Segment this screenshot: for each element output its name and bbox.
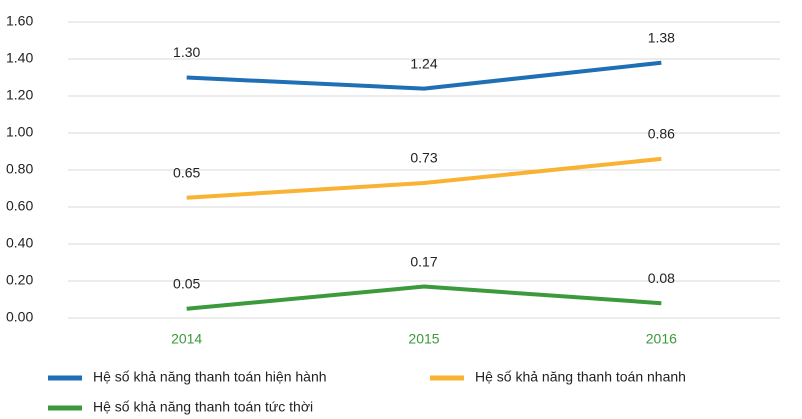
legend-label: Hệ số khả năng thanh toán tức thời <box>93 399 313 415</box>
x-tick-label: 2014 <box>171 331 202 347</box>
series-line <box>186 284 662 311</box>
data-label: 0.08 <box>648 270 675 286</box>
legend-label: Hệ số khả năng thanh toán nhanh <box>475 369 686 385</box>
y-tick-label: 1.20 <box>6 87 33 103</box>
series-line <box>186 156 662 200</box>
data-label: 0.73 <box>410 150 437 166</box>
data-label: 0.05 <box>173 275 200 291</box>
x-tick-label: 2016 <box>646 331 677 347</box>
data-label: 0.86 <box>648 126 675 142</box>
y-tick-label: 0.20 <box>6 272 33 288</box>
y-tick-label: 0.60 <box>6 198 33 214</box>
legend-label: Hệ số khả năng thanh toán hiện hành <box>93 369 327 385</box>
x-tick-label: 2015 <box>408 331 439 347</box>
y-tick-label: 1.00 <box>6 124 33 140</box>
data-label: 1.24 <box>410 55 437 71</box>
data-label: 1.30 <box>173 44 200 60</box>
data-label: 0.65 <box>173 164 200 180</box>
data-label: 1.38 <box>648 29 675 45</box>
series-line <box>186 60 662 91</box>
y-tick-label: 0.00 <box>6 309 33 325</box>
data-label: 0.17 <box>410 253 437 269</box>
y-tick-label: 1.60 <box>6 13 33 29</box>
y-tick-label: 0.40 <box>6 235 33 251</box>
y-tick-label: 1.40 <box>6 50 33 66</box>
y-tick-label: 0.80 <box>6 161 33 177</box>
